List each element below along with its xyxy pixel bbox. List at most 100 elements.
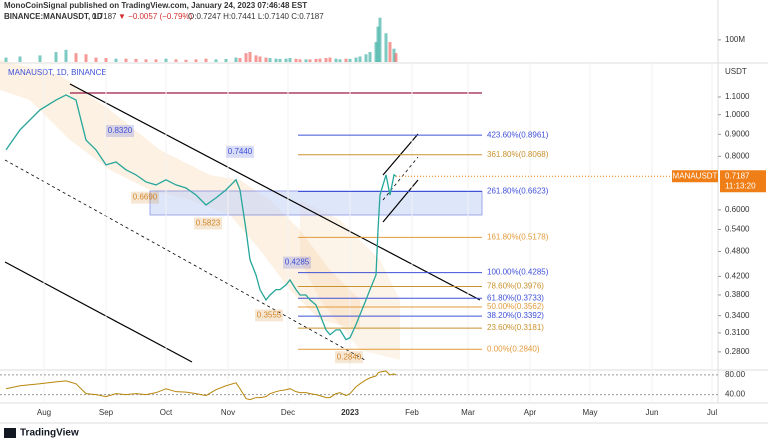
- x-tick-label: Aug: [37, 408, 51, 417]
- y-tick-label: 1.1000: [725, 92, 750, 101]
- volume-bar: [234, 57, 238, 62]
- y-tick-label: 0.3100: [725, 328, 750, 337]
- volume-bar: [334, 58, 338, 62]
- volume-bar: [376, 26, 380, 63]
- fib-label: 361.80%(0.8068): [487, 150, 549, 159]
- volume-bar: [244, 53, 248, 62]
- last: 0.7187: [92, 12, 117, 21]
- volume-bar: [318, 58, 322, 62]
- volume-bar: [294, 58, 298, 62]
- fib-label: 61.80%(0.3733): [487, 293, 544, 302]
- trend-line: [4, 261, 193, 363]
- volume-bar: [114, 58, 118, 62]
- volume-bar: [314, 58, 318, 62]
- volume-bar: [348, 58, 352, 62]
- fib-label: 23.60%(0.3181): [487, 323, 544, 332]
- change: ▼ −0.0057 (−0.79%): [118, 12, 193, 21]
- y-tick-label: 1.0000: [725, 110, 750, 119]
- volume-bar: [368, 52, 372, 62]
- y-tick-label: 0.3400: [725, 311, 750, 320]
- volume-bar: [18, 56, 22, 62]
- last-price-label: 0.7187: [725, 171, 750, 180]
- volume-bar: [308, 59, 312, 62]
- note-label: 0.2840: [337, 352, 362, 361]
- volume-bar: [264, 57, 268, 62]
- y-unit: USDT: [725, 67, 747, 76]
- y-tick-label: 0.2800: [725, 347, 750, 356]
- volume-bar: [84, 54, 88, 62]
- volume-bar: [124, 58, 128, 62]
- volume-bar: [378, 17, 382, 62]
- volume-bar: [364, 54, 368, 62]
- brand: TradingView: [20, 428, 79, 439]
- volume-bar: [94, 57, 98, 62]
- volume-bar: [74, 53, 78, 62]
- symbol-box: [672, 170, 718, 183]
- price-line: [5, 94, 397, 341]
- volume-bar: [194, 59, 198, 62]
- y-tick-label: 0.6000: [725, 205, 750, 214]
- volume-bar: [104, 58, 108, 62]
- fib-label: 100.00%(0.4285): [487, 268, 549, 277]
- volume-bar: [354, 57, 358, 62]
- trend-line: [4, 159, 366, 361]
- volume-bar: [384, 33, 388, 62]
- x-tick-label: Jun: [646, 408, 659, 417]
- pane-title: MANAUSDT, 1D, BINANCE: [8, 68, 107, 77]
- volume-bar: [134, 58, 138, 62]
- last-price-box: [720, 170, 766, 193]
- x-tick-label: Dec: [281, 408, 295, 417]
- x-tick-label: Sep: [99, 408, 114, 417]
- volume-bar: [54, 52, 58, 62]
- publisher: MonoCoinSignal published on TradingView.…: [4, 1, 307, 10]
- volume-bar: [184, 59, 188, 62]
- volume-bar: [144, 59, 148, 62]
- rsi-line: [5, 370, 397, 401]
- y-tick-label: 0.5400: [725, 225, 750, 234]
- y-tick-label: 0.3800: [725, 290, 750, 299]
- note-box: [194, 217, 222, 230]
- volume-bar: [298, 59, 302, 62]
- y-tick-label: 0.4200: [725, 271, 750, 280]
- volume-bar: [258, 56, 262, 62]
- volume-bar: [278, 58, 282, 62]
- y-tick-label: 0.9000: [725, 129, 750, 138]
- x-tick-label: 2023: [341, 408, 359, 417]
- volume-bar: [164, 58, 168, 62]
- volume-bar: [64, 49, 68, 62]
- volume-bar: [224, 58, 228, 62]
- note-label: 0.4285: [285, 258, 310, 267]
- zone-box: [149, 190, 483, 216]
- volume-bar: [374, 42, 378, 62]
- volume-bar: [328, 57, 332, 62]
- fib-label: 0.00%(0.2840): [487, 344, 540, 353]
- fib-label: 38.20%(0.3392): [487, 311, 544, 320]
- note-box: [131, 191, 159, 204]
- volume-bar: [268, 58, 272, 62]
- volume-bar: [38, 55, 42, 62]
- volume-bar: [288, 58, 292, 62]
- note-box: [255, 309, 283, 322]
- y-tick-label: 40.00: [725, 390, 746, 399]
- symbol-label: MANAUSDT: [673, 171, 718, 180]
- volume-bar: [324, 58, 328, 62]
- note-label: 0.7440: [228, 147, 253, 156]
- y-tick-label: 80.00: [725, 370, 746, 379]
- volume-bar: [4, 57, 8, 62]
- note-label: 0.5823: [196, 219, 221, 228]
- fib-label: 50.00%(0.3562): [487, 302, 544, 311]
- volume-bar: [304, 59, 308, 62]
- volume-bar: [154, 59, 158, 62]
- volume-bar: [204, 58, 208, 62]
- x-tick-label: Oct: [160, 408, 173, 417]
- x-tick-label: Nov: [221, 408, 235, 417]
- ohlc: O:0.7247 H:0.7441 L:0.7140 C:0.7187: [188, 12, 324, 21]
- y-tick-label: 100M: [725, 35, 745, 44]
- volume-bar: [344, 58, 348, 62]
- volume-bar: [254, 55, 258, 62]
- volume-bar: [358, 56, 362, 62]
- note-label: 0.3555: [257, 310, 282, 319]
- y-tick-label: 0.8000: [725, 151, 750, 160]
- y-tick-label: 0.4800: [725, 247, 750, 256]
